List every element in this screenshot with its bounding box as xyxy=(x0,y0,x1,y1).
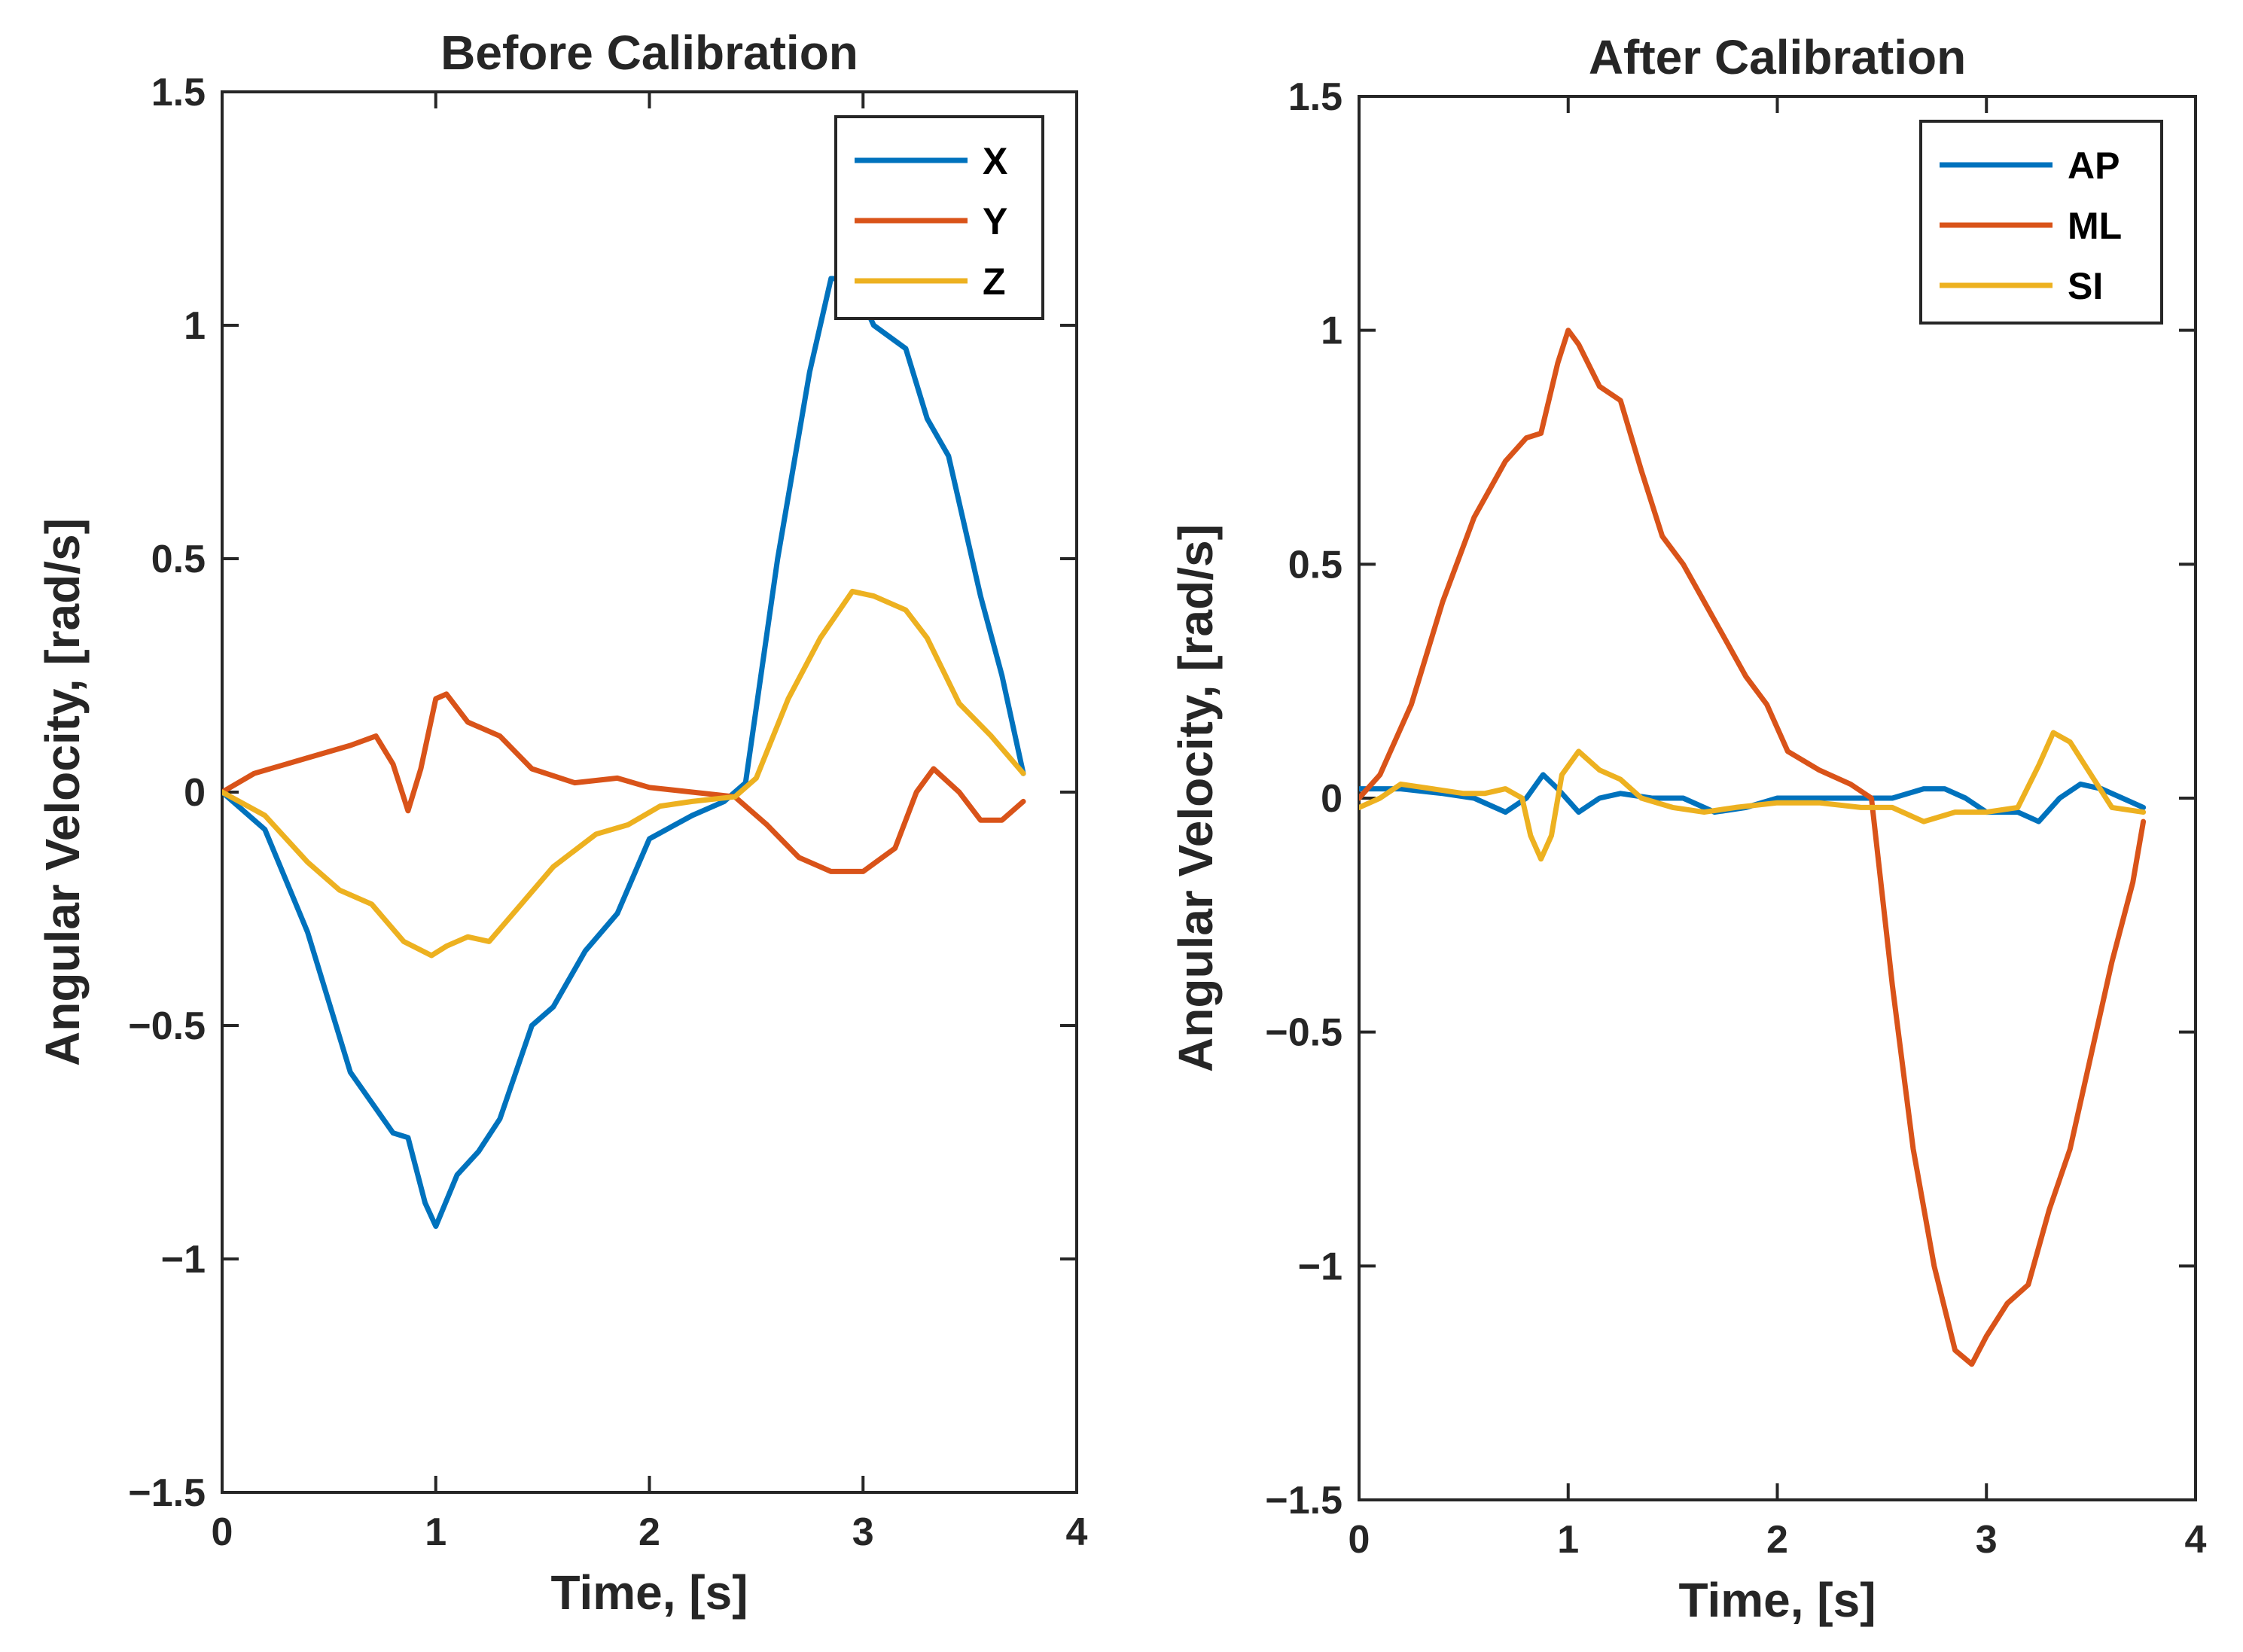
y-tick-label: −1.5 xyxy=(128,1471,206,1515)
panel-before-calibration: 0 1 2 3 4 −1.5 −1 −0.5 0 0.5 1 1.5 Before Calibratio… xyxy=(35,26,1088,1620)
y-tick-label: 0.5 xyxy=(1288,543,1342,587)
x-axis-label: Time, [s] xyxy=(551,1565,748,1620)
legend-label-ml: ML xyxy=(2068,205,2122,247)
x-tick-label: 3 xyxy=(852,1510,874,1554)
x-tick-label: 4 xyxy=(1066,1510,1088,1554)
chart-title: Before Calibration xyxy=(440,26,858,80)
chart-title: After Calibration xyxy=(1589,30,1966,84)
y-tick-label: 0.5 xyxy=(151,538,206,581)
series-line-ml xyxy=(1359,328,2147,1367)
legend: AP ML SI xyxy=(1919,120,2163,325)
x-tick-label: 1 xyxy=(1557,1518,1579,1562)
legend: XYZ xyxy=(834,115,1044,320)
series-line-y xyxy=(222,691,1026,874)
legend-box xyxy=(1919,120,2163,325)
y-tick-label: −1 xyxy=(161,1238,206,1282)
x-tick-label: 4 xyxy=(2185,1518,2207,1562)
y-tick-label: 0 xyxy=(184,771,206,815)
y-axis-label: Angular Velocity, [rad/s] xyxy=(1169,524,1223,1072)
legend-label-ap: AP xyxy=(2068,145,2120,187)
x-tick-label: 2 xyxy=(638,1510,660,1554)
legend-label-si: SI xyxy=(2068,265,2103,307)
x-tick-label: 0 xyxy=(212,1510,233,1554)
y-tick-label: 1.5 xyxy=(1288,75,1342,119)
series-line-z xyxy=(222,588,1026,959)
y-tick-label: −0.5 xyxy=(128,1004,206,1048)
series-line-x xyxy=(222,276,1026,1230)
x-axis-label: Time, [s] xyxy=(1679,1573,1876,1627)
x-tick-label: 3 xyxy=(1976,1518,1998,1562)
series-line-ap xyxy=(1359,772,2147,824)
y-axis-label: Angular Velocity, [rad/s] xyxy=(35,518,90,1066)
legend-label-x: X xyxy=(983,140,1007,182)
y-tick-label: 1 xyxy=(1321,309,1342,353)
y-tick-label: 0 xyxy=(1321,777,1342,821)
legend-label-y: Y xyxy=(983,200,1007,242)
y-tick-label: 1.5 xyxy=(151,71,206,114)
legend-label-z: Z xyxy=(983,261,1006,303)
panel-after-calibration: 0 1 2 3 4 −1.5 −1 −0.5 0 0.5 1 1.5 After Calibration… xyxy=(1169,30,2207,1627)
y-tick-label: −1.5 xyxy=(1265,1479,1342,1522)
y-tick-label: −0.5 xyxy=(1265,1011,1342,1055)
x-tick-label: 0 xyxy=(1349,1518,1370,1562)
y-tick-label: 1 xyxy=(184,304,206,348)
series-line-si xyxy=(1359,730,2147,862)
x-tick-label: 1 xyxy=(425,1510,446,1554)
y-tick-label: −1 xyxy=(1298,1245,1342,1288)
x-tick-label: 2 xyxy=(1766,1518,1788,1562)
legend-box xyxy=(834,115,1044,320)
